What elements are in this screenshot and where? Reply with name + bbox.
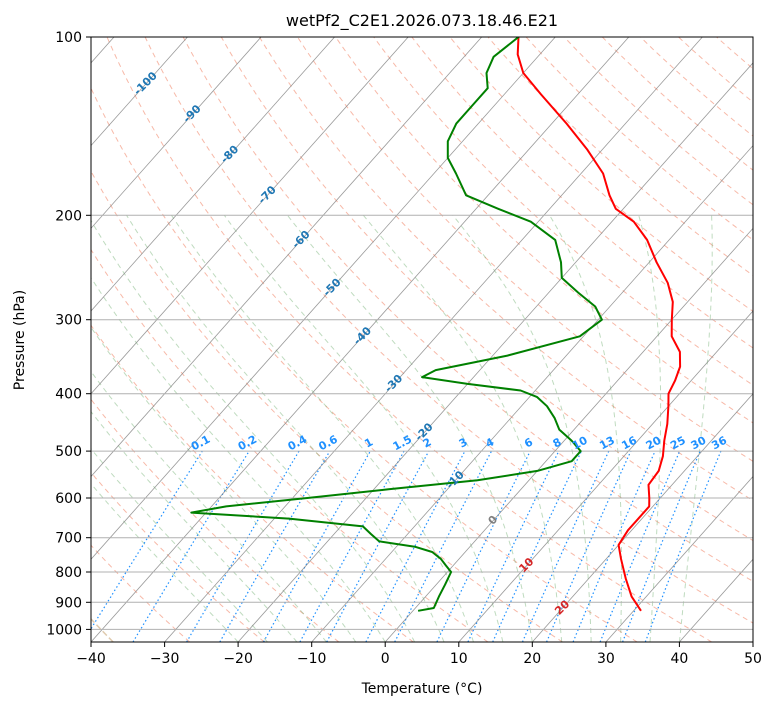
moist-adiabat	[638, 215, 662, 642]
isotherm-line	[605, 475, 753, 642]
y-tick-label: 900	[55, 595, 82, 611]
dry-adiabat	[182, 37, 753, 582]
y-tick-label: 400	[55, 387, 82, 403]
x-tick-label: 40	[670, 651, 688, 667]
dry-adiabat	[91, 471, 265, 642]
dry-adiabat	[91, 248, 489, 642]
x-tick-label: 30	[597, 651, 615, 667]
x-tick-label: 20	[523, 651, 541, 667]
dry-adiabat	[258, 37, 753, 502]
mixing-ratio-line	[436, 450, 531, 642]
isotherm-line	[91, 37, 188, 147]
isotherm-line	[91, 37, 556, 560]
moist-adiabat	[223, 215, 504, 642]
y-tick-label: 500	[55, 444, 82, 460]
moist-adiabat	[91, 326, 357, 642]
y-tick-label: 700	[55, 531, 82, 547]
moist-adiabat	[678, 215, 713, 642]
y-axis: 1000 900 800 700 600 500 400 300 200 100	[46, 30, 91, 638]
x-axis: −40 −30 −20 −10 0 10 20 30 40 50	[76, 642, 762, 667]
mixing-ratio-line	[546, 450, 632, 642]
mixing-ratio-line	[521, 450, 610, 642]
isotherm-line	[458, 310, 753, 642]
moist-adiabat	[126, 215, 445, 642]
mixing-ratio-label: 13	[597, 434, 617, 453]
y-tick-label: 800	[55, 565, 82, 581]
dry-adiabat	[144, 37, 753, 624]
y-tick-label: 100	[55, 30, 82, 46]
dry-adiabat	[297, 37, 753, 462]
mixing-ratio-line	[622, 450, 701, 642]
mixing-ratio-label: 10	[570, 434, 590, 453]
x-tick-label: −20	[223, 651, 253, 667]
isotherm-line	[311, 144, 753, 642]
x-tick-label: 0	[381, 651, 390, 667]
y-tick-label: 200	[55, 208, 82, 224]
x-tick-label: 10	[450, 651, 468, 667]
mixing-ratio-line	[326, 450, 430, 642]
temperature-profile-line	[516, 37, 682, 612]
y-tick-label: 300	[55, 313, 82, 329]
mixing-ratio-label: 20	[644, 434, 664, 453]
isotherm-line	[91, 37, 409, 395]
y-tick-label: 1000	[46, 622, 82, 638]
isotherm-line	[91, 37, 482, 478]
moist-adiabat	[91, 447, 268, 642]
grid-lines	[91, 37, 753, 642]
x-axis-label: Temperature (°C)	[361, 681, 483, 697]
y-tick-label: 600	[55, 491, 82, 507]
profile-lines	[190, 37, 682, 612]
x-tick-label: −10	[297, 651, 327, 667]
mixing-ratio-line	[394, 450, 493, 642]
isotherm-line	[91, 37, 630, 642]
dry-adiabat	[91, 87, 638, 642]
isotherm-line	[237, 62, 753, 642]
dry-adiabat	[220, 37, 753, 542]
moist-adiabat	[91, 482, 239, 642]
moist-adiabat	[171, 215, 474, 642]
mixing-ratio-line	[572, 450, 656, 642]
isotherm-line	[91, 37, 262, 229]
mixing-ratio-label: 25	[668, 434, 688, 453]
x-tick-label: 50	[744, 651, 762, 667]
moist-adiabat	[363, 214, 563, 642]
isotherm-line	[384, 227, 753, 642]
isotherm-line	[164, 37, 703, 642]
mixing-ratio-line	[599, 450, 681, 642]
x-tick-label: −40	[76, 651, 106, 667]
moist-adiabat	[91, 219, 416, 642]
dry-adiabat	[106, 37, 713, 642]
y-axis-label: Pressure (hPa)	[12, 290, 28, 390]
plot-frame	[90, 36, 754, 643]
mixing-ratio-label: 36	[709, 434, 729, 453]
mixing-ratio-label: 16	[619, 434, 639, 453]
dewpoint-profile-line	[190, 37, 603, 612]
dry-adiabat	[91, 170, 563, 642]
isotherm-line	[91, 37, 335, 312]
moist-adiabat	[91, 370, 327, 642]
moist-adiabat	[91, 410, 298, 642]
chart-title: wetPf2_C2E1.2026.073.18.46.E21	[286, 11, 558, 31]
moist-adiabat	[452, 214, 592, 642]
background-lines	[91, 37, 753, 642]
mixing-ratio-label: 30	[689, 434, 709, 453]
moist-adiabat	[287, 214, 533, 642]
mixing-ratio-line	[91, 450, 203, 630]
moist-adiabat	[549, 215, 622, 642]
dry-adiabat	[373, 37, 753, 386]
mixing-ratio-line	[644, 450, 722, 642]
mixing-ratio-line	[299, 450, 405, 642]
x-tick-label: −30	[150, 651, 180, 667]
